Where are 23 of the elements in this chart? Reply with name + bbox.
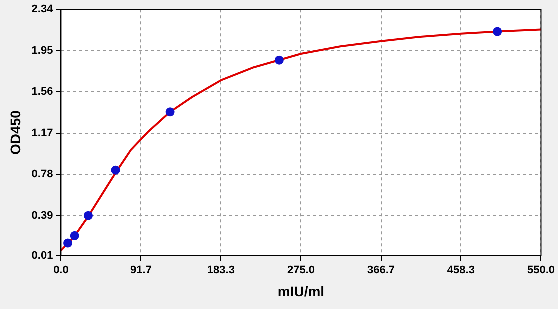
point (493, 27, 502, 36)
point (64, 238, 73, 248)
x-tick-label: 366.7 (367, 264, 396, 277)
point (84, 211, 93, 220)
x-tick-label: 458.3 (447, 264, 475, 277)
y-tick-label: 1.17 (32, 127, 54, 140)
x-tick-label: 550.0 (527, 264, 555, 277)
y-tick-label: 1.95 (32, 44, 54, 57)
x-tick-label: 91.7 (130, 264, 152, 277)
x-tick-label: 275.0 (287, 264, 315, 277)
y-tick-label: 2.34 (32, 4, 54, 16)
x-axis-title: mIU/ml (278, 283, 325, 300)
x-tick-label: 183.3 (207, 264, 235, 277)
y-tick-label: 0.01 (32, 250, 54, 262)
y-tick-label: 0.39 (32, 210, 54, 222)
point (70, 231, 80, 240)
y-tick-label: 1.56 (32, 86, 54, 98)
point (274, 56, 284, 65)
point (111, 166, 120, 175)
y-axis-title: OD450 (7, 110, 24, 155)
y-tick-label: 0.78 (32, 168, 54, 181)
x-tick-label: 0.0 (54, 264, 69, 277)
point (166, 108, 175, 117)
